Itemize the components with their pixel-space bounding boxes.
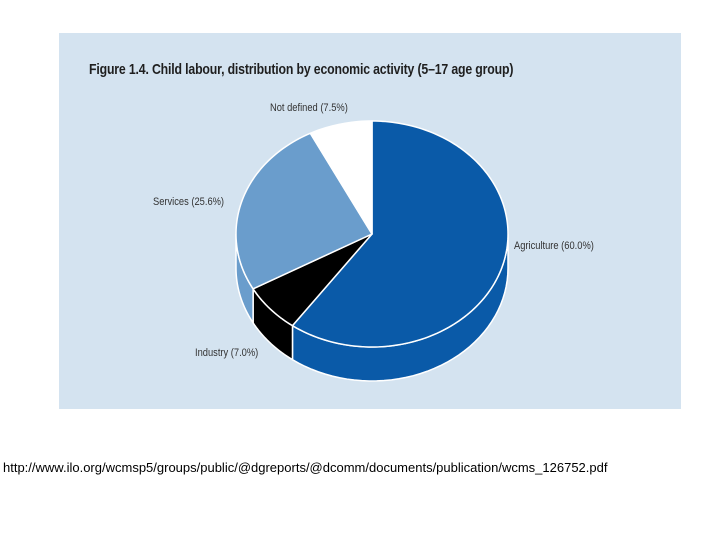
slice-label-2: Services (25.6%) — [153, 196, 224, 208]
pie-slice-1 — [252, 233, 373, 327]
slice-label-1: Industry (7.0%) — [195, 347, 258, 359]
pie-top — [235, 120, 509, 348]
pie-labels: Agriculture (60.0%) Industry (7.0%) Servic… — [153, 102, 594, 359]
source-url[interactable]: http://www.ilo.org/wcmsp5/groups/public/… — [3, 460, 608, 475]
pie-slice-2 — [235, 132, 373, 290]
pie-slice-0 — [291, 120, 509, 348]
slice-label-0: Agriculture (60.0%) — [514, 240, 594, 252]
slice-label-3: Not defined (7.5%) — [270, 102, 348, 114]
chart-title: Figure 1.4. Child labour, distribution b… — [89, 61, 514, 78]
figure-panel: Figure 1.4. Child labour, distribution b… — [59, 33, 681, 409]
pie-chart: Agriculture (60.0%) Industry (7.0%) Servic… — [153, 102, 594, 382]
pie-slice-3 — [309, 120, 373, 235]
